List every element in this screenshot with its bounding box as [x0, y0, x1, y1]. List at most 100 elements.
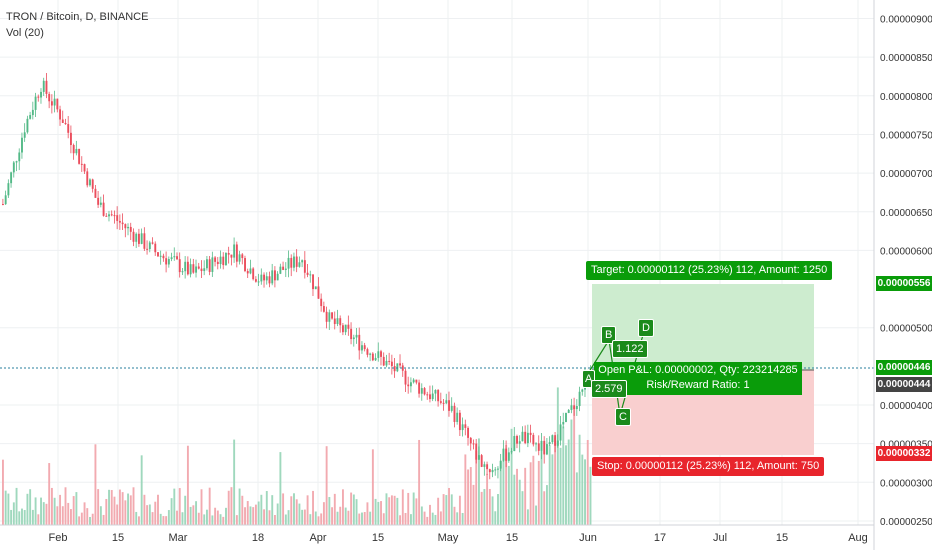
volume-bar — [222, 516, 225, 525]
volume-bar — [7, 493, 10, 525]
candle-body — [336, 318, 339, 325]
volume-bar — [189, 506, 192, 525]
volume-bar — [48, 463, 51, 525]
volume-bar — [570, 419, 573, 525]
pattern-point-b[interactable]: B — [601, 326, 617, 344]
volume-bar — [554, 437, 557, 525]
volume-bar — [491, 496, 494, 525]
candle-body — [48, 93, 51, 102]
candle-body — [195, 266, 198, 273]
pattern-point-c[interactable]: C — [615, 408, 631, 426]
candle-body — [18, 152, 21, 162]
candle-body — [456, 412, 459, 422]
stop-price-label: 0.00000332 — [876, 446, 932, 461]
volume-bar — [483, 489, 486, 525]
volume-bar — [254, 504, 257, 525]
pattern-point-d[interactable]: D — [638, 319, 654, 337]
volume-bar — [64, 487, 67, 525]
volume-bar — [298, 503, 301, 525]
candle-body — [551, 435, 554, 443]
volume-bar — [322, 502, 325, 525]
candle-body — [540, 440, 543, 451]
candle-body — [322, 306, 325, 312]
volume-bar — [314, 511, 317, 525]
candle-body — [170, 257, 173, 260]
volume-bar — [138, 516, 140, 525]
volume-bar — [72, 496, 75, 525]
candle-body — [116, 215, 119, 221]
time-tick-label: 15 — [112, 532, 124, 544]
volume-bar — [67, 502, 70, 525]
volume-bar — [75, 492, 78, 525]
candle-body — [412, 379, 415, 383]
candle-body — [516, 435, 518, 444]
candle-body — [59, 109, 62, 120]
volume-bar — [377, 501, 380, 525]
candle-body — [505, 448, 508, 461]
volume-bar — [102, 514, 105, 525]
volume-bar — [415, 498, 418, 525]
candle-body — [167, 259, 170, 265]
volume-bar — [401, 489, 404, 525]
volume-bar — [197, 512, 200, 525]
volume-bar — [486, 473, 489, 525]
candle-body — [127, 226, 130, 229]
volume-bar — [328, 497, 331, 525]
volume-bar — [507, 465, 510, 525]
pattern-ratio-lower[interactable]: 2.579 — [591, 380, 627, 398]
candle-body — [113, 215, 116, 217]
candle-body — [121, 222, 124, 225]
candle-body — [132, 231, 135, 242]
candle-body — [146, 248, 149, 250]
candle-body — [274, 270, 276, 281]
pattern-ratio-upper[interactable]: 1.122 — [612, 340, 648, 358]
candle-body — [181, 271, 184, 273]
volume-bar — [42, 502, 45, 525]
volume-bar — [135, 511, 138, 525]
volume-bar — [23, 510, 26, 525]
volume-bar — [336, 511, 339, 525]
candle-body — [70, 132, 72, 145]
volume-bar — [342, 489, 344, 525]
volume-indicator-title[interactable]: Vol (20) — [6, 27, 44, 39]
volume-bar — [472, 484, 475, 525]
pnl-box[interactable]: Open P&L: 0.00000002, Qty: 223214285 Ris… — [594, 362, 802, 395]
candle-body — [37, 96, 40, 98]
volume-bar — [244, 507, 246, 525]
volume-bar — [233, 439, 236, 525]
volume-bar — [350, 492, 353, 525]
volume-bar — [97, 489, 100, 525]
volume-bar — [121, 492, 124, 525]
candle-body — [200, 268, 203, 272]
candle-body — [203, 268, 206, 272]
candle-body — [230, 254, 233, 258]
volume-bar — [40, 497, 42, 525]
volume-bar — [246, 501, 249, 525]
candle-body — [105, 215, 108, 217]
candle-body — [486, 464, 489, 470]
stop-label[interactable]: Stop: 0.00000112 (25.23%) 112, Amount: 7… — [592, 457, 825, 476]
volume-bar — [170, 498, 173, 525]
time-tick-label: Apr — [309, 532, 326, 544]
candle-body — [546, 444, 548, 455]
volume-bar — [516, 468, 518, 525]
volume-bar — [12, 502, 15, 525]
price-tick-label: 0.00000700 — [880, 169, 932, 180]
volume-bar — [211, 515, 214, 525]
price-tick-label: 0.00000650 — [880, 208, 932, 219]
candle-body — [12, 162, 15, 173]
candle-body — [135, 233, 138, 242]
candle-body — [524, 431, 527, 444]
symbol-title[interactable]: TRON / Bitcoin, D, BINANCE — [6, 11, 149, 23]
time-tick-label: 15 — [372, 532, 384, 544]
candle-body — [254, 279, 257, 282]
time-tick-label: May — [438, 532, 459, 544]
price-tick-label: 0.00000250 — [880, 517, 932, 528]
candle-body — [331, 312, 334, 319]
volume-bar — [162, 516, 165, 525]
volume-bar — [537, 460, 540, 525]
volume-bar — [293, 493, 295, 525]
target-label[interactable]: Target: 0.00000112 (25.23%) 112, Amount:… — [586, 261, 833, 280]
candle-body — [295, 256, 298, 267]
volume-bar — [464, 454, 467, 525]
